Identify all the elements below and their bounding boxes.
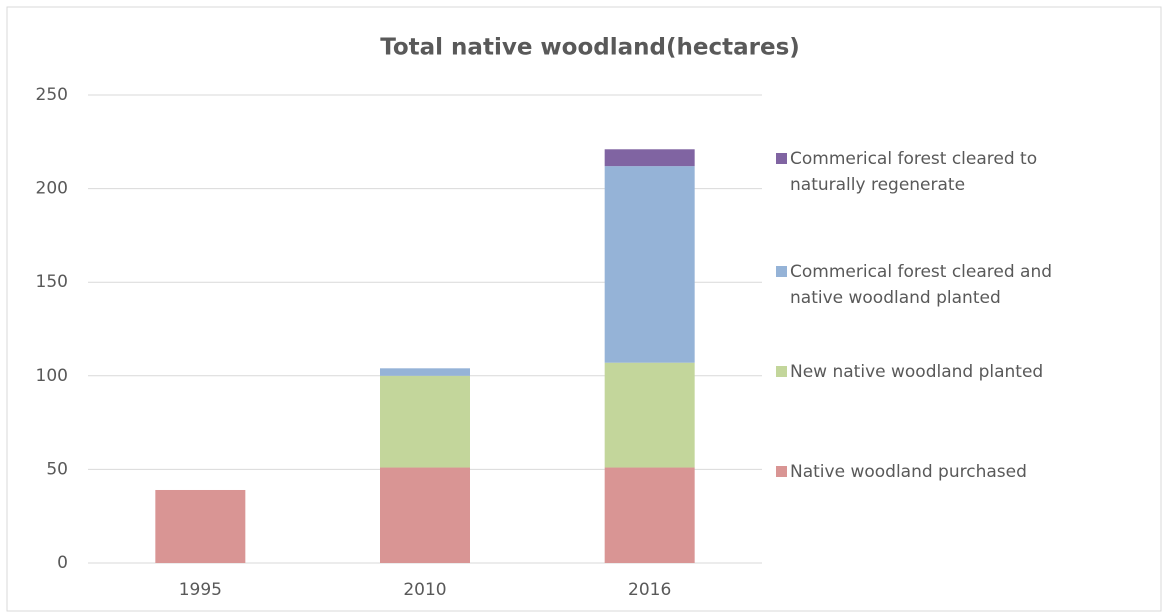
- bar-segment: [604, 467, 695, 563]
- legend-swatch: [776, 366, 787, 377]
- bar-segment: [380, 375, 470, 468]
- x-tick-label: 2010: [403, 580, 446, 600]
- legend-item: Commerical forest cleared and native woo…: [776, 259, 1110, 311]
- legend-item: Native woodland purchased: [776, 459, 1110, 485]
- bar-segment: [155, 489, 246, 563]
- legend-label: Commerical forest cleared and native woo…: [790, 262, 1053, 308]
- legend-label: New native woodland planted: [790, 362, 1044, 382]
- chart-title: Total native woodland(hectares): [380, 35, 800, 61]
- x-tick-label: 1995: [179, 580, 222, 600]
- y-tick-label: 150: [36, 272, 68, 292]
- legend-swatch: [776, 466, 787, 477]
- bar-segment: [604, 362, 695, 468]
- bar-segment: [380, 368, 470, 376]
- bar-segment: [604, 149, 695, 167]
- legend-swatch: [776, 153, 787, 164]
- legend-label: Commerical forest cleared to naturally r…: [790, 149, 1038, 195]
- bar-segment: [604, 166, 695, 363]
- legend-item: New native woodland planted: [776, 359, 1110, 385]
- legend-label: Native woodland purchased: [790, 462, 1027, 482]
- legend-swatch: [776, 266, 787, 277]
- bar-segment: [380, 467, 470, 563]
- x-tick-label: 2016: [628, 580, 671, 600]
- y-tick-label: 200: [36, 179, 68, 199]
- y-tick-label: 50: [46, 459, 68, 479]
- y-tick-label: 100: [36, 366, 68, 386]
- legend-item: Commerical forest cleared to naturally r…: [776, 146, 1110, 198]
- y-tick-label: 250: [36, 85, 68, 105]
- y-tick-label: 0: [57, 553, 68, 573]
